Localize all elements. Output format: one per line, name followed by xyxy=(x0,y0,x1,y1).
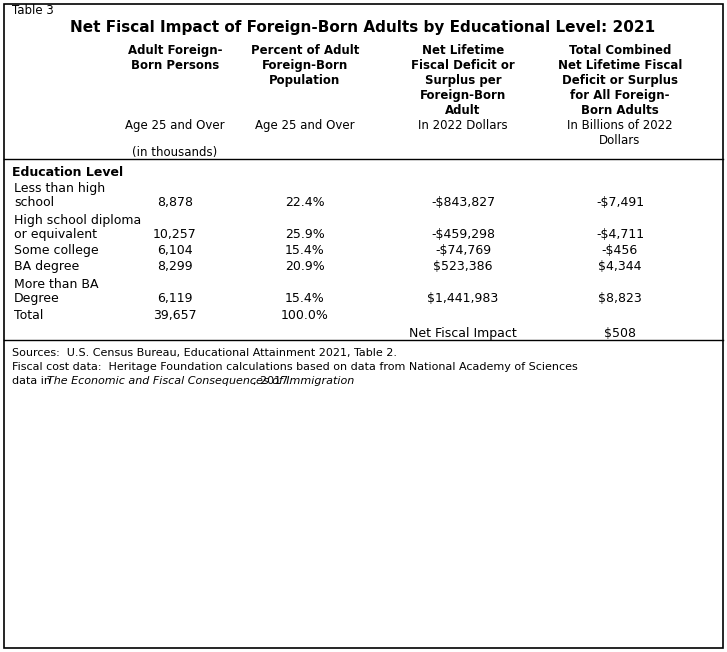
Text: Net Fiscal Impact of Foreign-Born Adults by Educational Level: 2021: Net Fiscal Impact of Foreign-Born Adults… xyxy=(71,20,656,35)
Text: 25.9%: 25.9% xyxy=(285,228,325,241)
Text: $8,823: $8,823 xyxy=(598,292,642,305)
Text: 100.0%: 100.0% xyxy=(281,309,329,322)
Text: 39,657: 39,657 xyxy=(153,309,197,322)
Text: Less than high: Less than high xyxy=(14,182,105,195)
Text: In 2022 Dollars: In 2022 Dollars xyxy=(418,119,508,132)
Text: -$843,827: -$843,827 xyxy=(431,196,495,209)
Text: $4,344: $4,344 xyxy=(598,260,642,273)
Text: Net Lifetime
Fiscal Deficit or
Surplus per
Foreign-Born
Adult: Net Lifetime Fiscal Deficit or Surplus p… xyxy=(411,44,515,117)
Text: -$459,298: -$459,298 xyxy=(431,228,495,241)
Text: Fiscal cost data:  Heritage Foundation calculations based on data from National : Fiscal cost data: Heritage Foundation ca… xyxy=(12,362,578,372)
Text: 15.4%: 15.4% xyxy=(285,244,325,257)
Text: Total Combined
Net Lifetime Fiscal
Deficit or Surplus
for All Foreign-
Born Adul: Total Combined Net Lifetime Fiscal Defic… xyxy=(558,44,682,117)
Text: -$456: -$456 xyxy=(602,244,638,257)
Text: $523,386: $523,386 xyxy=(433,260,493,273)
Text: Percent of Adult
Foreign-Born
Population: Percent of Adult Foreign-Born Population xyxy=(251,44,359,87)
Text: 8,878: 8,878 xyxy=(157,196,193,209)
Text: 6,104: 6,104 xyxy=(157,244,193,257)
Text: BA degree: BA degree xyxy=(14,260,79,273)
Text: 6,119: 6,119 xyxy=(157,292,193,305)
Text: data in: data in xyxy=(12,376,55,386)
Text: -$74,769: -$74,769 xyxy=(435,244,491,257)
Text: -$4,711: -$4,711 xyxy=(596,228,644,241)
Text: school: school xyxy=(14,196,54,209)
Text: In Billions of 2022
Dollars: In Billions of 2022 Dollars xyxy=(567,119,672,147)
Text: Sources:  U.S. Census Bureau, Educational Attainment 2021, Table 2.: Sources: U.S. Census Bureau, Educational… xyxy=(12,348,397,358)
Text: Table 3: Table 3 xyxy=(12,4,54,17)
Text: High school diploma: High school diploma xyxy=(14,214,141,227)
Text: (in thousands): (in thousands) xyxy=(132,146,217,159)
Text: Age 25 and Over: Age 25 and Over xyxy=(125,119,225,132)
Text: More than BA: More than BA xyxy=(14,278,98,291)
Text: 22.4%: 22.4% xyxy=(285,196,325,209)
Text: $508: $508 xyxy=(604,327,636,340)
Text: Education Level: Education Level xyxy=(12,166,123,179)
Text: Age 25 and Over: Age 25 and Over xyxy=(255,119,355,132)
Text: Net Fiscal Impact: Net Fiscal Impact xyxy=(409,327,517,340)
Text: or equivalent: or equivalent xyxy=(14,228,97,241)
Text: 20.9%: 20.9% xyxy=(285,260,325,273)
Text: 10,257: 10,257 xyxy=(153,228,197,241)
Text: Adult Foreign-
Born Persons: Adult Foreign- Born Persons xyxy=(128,44,222,72)
Text: Degree: Degree xyxy=(14,292,60,305)
Text: -$7,491: -$7,491 xyxy=(596,196,644,209)
Text: Total: Total xyxy=(14,309,44,322)
Text: The Economic and Fiscal Consequences of Immigration: The Economic and Fiscal Consequences of … xyxy=(47,376,354,386)
Text: $1,441,983: $1,441,983 xyxy=(427,292,499,305)
Text: 15.4%: 15.4% xyxy=(285,292,325,305)
Text: 8,299: 8,299 xyxy=(157,260,193,273)
Text: , 2017.: , 2017. xyxy=(252,376,292,386)
Text: Some college: Some college xyxy=(14,244,99,257)
